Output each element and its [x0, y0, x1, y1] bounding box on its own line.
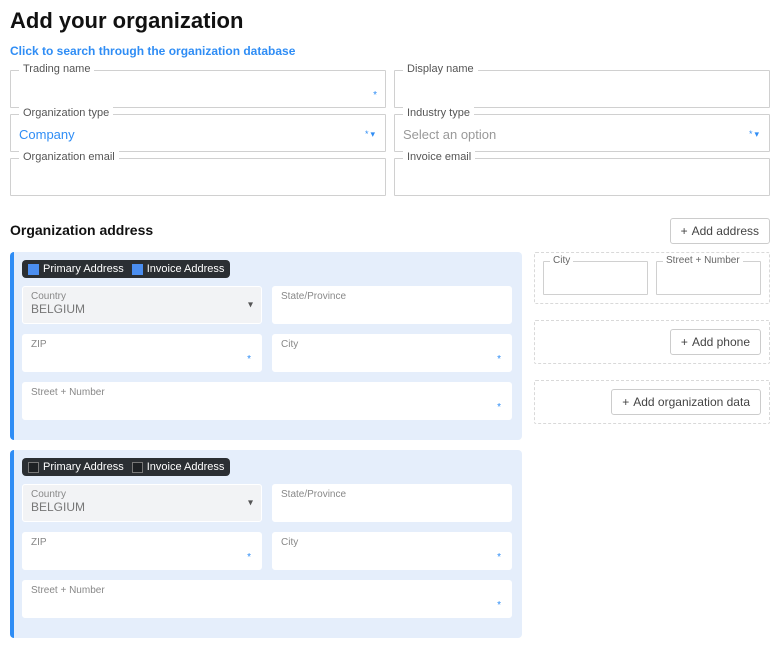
checkbox-icon	[132, 462, 143, 473]
industry-type-label: Industry type	[403, 107, 474, 119]
address-heading: Organization address	[10, 222, 153, 238]
chevron-down-icon: ▾	[248, 498, 253, 509]
address-block: Primary Address Invoice Address Country …	[10, 450, 522, 638]
checkbox-icon	[28, 264, 39, 275]
top-field-grid: Trading name * Display name Organization…	[10, 70, 770, 202]
primary-address-checkbox[interactable]: Primary Address	[28, 263, 124, 275]
address-type-toggle: Primary Address Invoice Address	[22, 260, 230, 278]
state-label: State/Province	[281, 489, 503, 500]
required-icon: *	[497, 402, 501, 413]
invoice-email-label: Invoice email	[403, 151, 475, 163]
add-address-button[interactable]: + Add address	[670, 218, 770, 244]
org-email-field[interactable]: Organization email	[10, 158, 386, 196]
city-field[interactable]: City *	[272, 334, 512, 372]
required-icon: *	[373, 90, 377, 101]
required-icon: *	[247, 354, 251, 365]
primary-address-checkbox[interactable]: Primary Address	[28, 461, 124, 473]
state-field[interactable]: State/Province	[272, 286, 512, 324]
invoice-address-label: Invoice Address	[147, 263, 225, 275]
country-value: BELGIUM	[31, 500, 253, 515]
city-label: City	[281, 339, 503, 350]
street-label: Street + Number	[31, 585, 503, 596]
trading-name-value	[19, 81, 377, 99]
street-field[interactable]: Street + Number *	[22, 382, 512, 420]
street-label: Street + Number	[31, 387, 503, 398]
country-field[interactable]: Country BELGIUM ▾	[22, 484, 262, 522]
country-value: BELGIUM	[31, 302, 253, 317]
add-phone-label: Add phone	[692, 335, 750, 349]
required-icon: *	[497, 600, 501, 611]
invoice-email-field[interactable]: Invoice email	[394, 158, 770, 196]
display-name-label: Display name	[403, 63, 478, 75]
country-label: Country	[31, 489, 253, 500]
invoice-address-checkbox[interactable]: Invoice Address	[132, 263, 225, 275]
side-street-label: Street + Number	[663, 255, 743, 266]
industry-type-field[interactable]: Industry type Select an option *	[394, 114, 770, 152]
plus-icon: +	[681, 225, 688, 237]
display-name-value	[403, 81, 761, 99]
checkbox-icon	[28, 462, 39, 473]
invoice-address-label: Invoice Address	[147, 461, 225, 473]
required-icon: *	[497, 552, 501, 563]
invoice-address-checkbox[interactable]: Invoice Address	[132, 461, 225, 473]
street-field[interactable]: Street + Number *	[22, 580, 512, 618]
required-icon: *	[247, 552, 251, 563]
checkbox-icon	[132, 264, 143, 275]
dropdown-icon: *	[749, 129, 759, 140]
zip-field[interactable]: ZIP *	[22, 532, 262, 570]
add-address-label: Add address	[692, 224, 759, 238]
zip-label: ZIP	[31, 339, 253, 350]
country-label: Country	[31, 291, 253, 302]
org-type-label: Organization type	[19, 107, 113, 119]
primary-address-label: Primary Address	[43, 263, 124, 275]
industry-type-value: Select an option *	[403, 125, 761, 143]
org-type-field[interactable]: Organization type Company *	[10, 114, 386, 152]
plus-icon: +	[622, 396, 629, 408]
invoice-email-value	[403, 169, 761, 187]
primary-address-label: Primary Address	[43, 461, 124, 473]
zip-field[interactable]: ZIP *	[22, 334, 262, 372]
city-label: City	[281, 537, 503, 548]
add-org-data-button[interactable]: + Add organization data	[611, 389, 761, 415]
state-label: State/Province	[281, 291, 503, 302]
trading-name-label: Trading name	[19, 63, 94, 75]
display-name-field[interactable]: Display name	[394, 70, 770, 108]
plus-icon: +	[681, 336, 688, 348]
side-address-panel: City Street + Number + Add phone	[534, 252, 770, 424]
org-search-link[interactable]: Click to search through the organization…	[10, 44, 295, 58]
org-email-label: Organization email	[19, 151, 119, 163]
country-field[interactable]: Country BELGIUM ▾	[22, 286, 262, 324]
add-phone-button[interactable]: + Add phone	[670, 329, 761, 355]
chevron-down-icon: ▾	[248, 300, 253, 311]
org-type-value: Company *	[19, 125, 377, 143]
side-street-field[interactable]: Street + Number	[656, 261, 761, 295]
state-field[interactable]: State/Province	[272, 484, 512, 522]
side-city-field[interactable]: City	[543, 261, 648, 295]
city-field[interactable]: City *	[272, 532, 512, 570]
dropdown-icon: *	[365, 129, 375, 140]
required-icon: *	[497, 354, 501, 365]
add-org-data-label: Add organization data	[633, 395, 750, 409]
side-city-label: City	[550, 255, 573, 266]
zip-label: ZIP	[31, 537, 253, 548]
address-type-toggle: Primary Address Invoice Address	[22, 458, 230, 476]
trading-name-field[interactable]: Trading name *	[10, 70, 386, 108]
page-title: Add your organization	[10, 8, 770, 34]
org-email-value	[19, 169, 377, 187]
address-block: Primary Address Invoice Address Country …	[10, 252, 522, 440]
